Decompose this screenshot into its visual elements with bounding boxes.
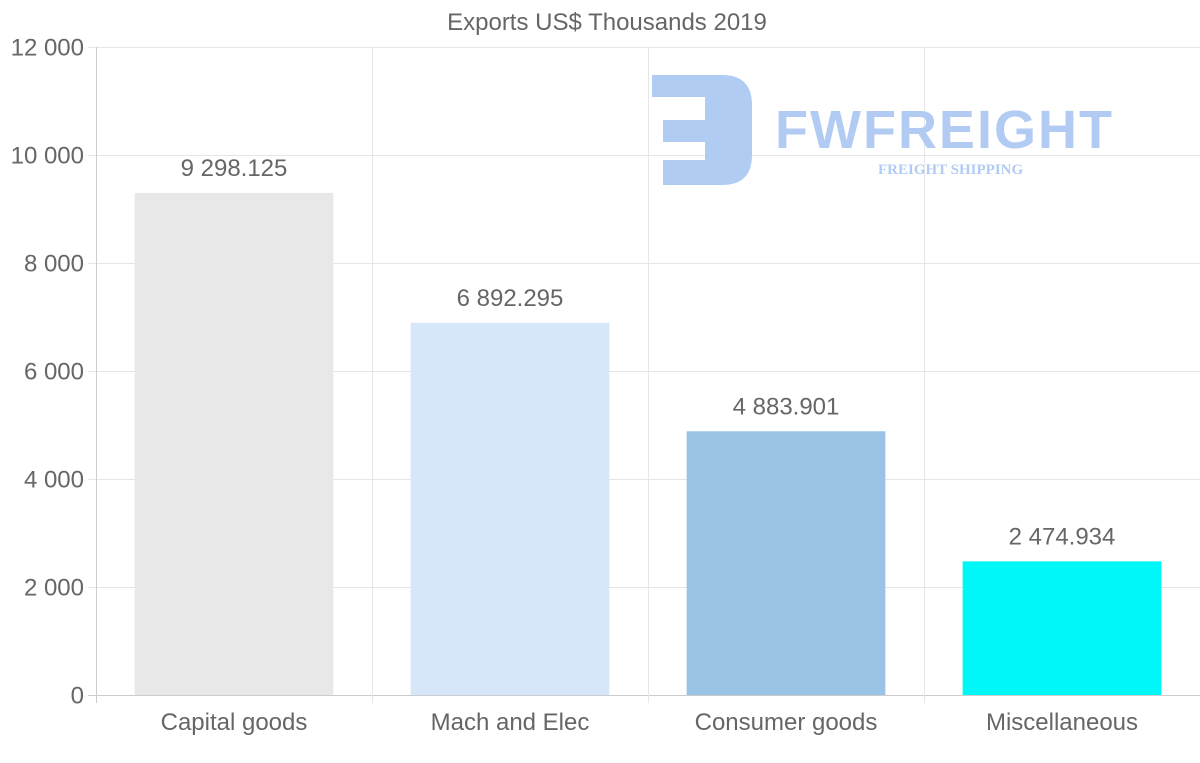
x-tick-label: Miscellaneous — [986, 709, 1138, 736]
bar — [410, 322, 610, 695]
x-tick-label: Mach and Elec — [431, 709, 590, 736]
bars: 9 298.125 6 892.295 4 883.901 2 474.934 — [134, 155, 1162, 695]
bar — [962, 561, 1162, 695]
data-label: 9 298.125 — [181, 155, 288, 182]
y-tick-label: 0 — [71, 683, 84, 710]
fwfreight-logo-watermark: FWFREIGHT FREIGHT SHIPPING — [652, 75, 1114, 185]
data-label: 4 883.901 — [733, 393, 840, 420]
logo-tagline-text: FREIGHT SHIPPING — [878, 162, 1023, 178]
y-tick-label: 12 000 — [11, 35, 84, 62]
x-tick-label: Consumer goods — [695, 709, 878, 736]
y-tick-label: 6 000 — [24, 359, 84, 386]
chart-title: Exports US$ Thousands 2019 — [447, 9, 767, 36]
bar — [134, 192, 334, 695]
y-tick-label: 10 000 — [11, 143, 84, 170]
bar — [686, 431, 886, 695]
y-axis: 0 2 000 4 000 6 000 8 000 10 000 12 000 — [11, 35, 84, 710]
logo-brand-text: FWFREIGHT — [775, 100, 1114, 160]
y-tick-label: 4 000 — [24, 467, 84, 494]
data-label: 2 474.934 — [1009, 523, 1116, 550]
data-label: 6 892.295 — [457, 285, 564, 312]
x-axis: Capital goods Mach and Elec Consumer goods… — [161, 709, 1138, 736]
x-tick-label: Capital goods — [161, 709, 308, 736]
logo-mark-icon — [652, 75, 752, 185]
y-tick-label: 8 000 — [24, 251, 84, 278]
y-tick-label: 2 000 — [24, 575, 84, 602]
